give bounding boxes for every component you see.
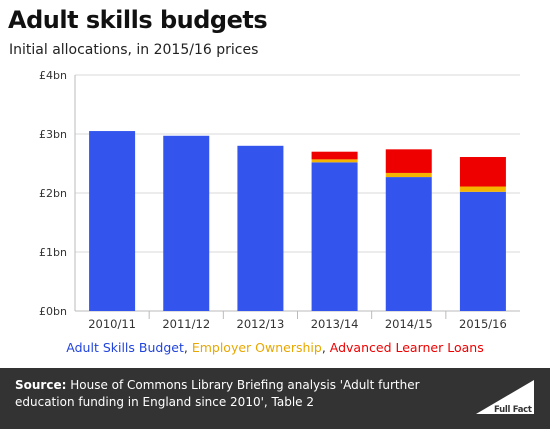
y-tick-label: £2bn bbox=[39, 187, 67, 200]
y-tick-label: £4bn bbox=[39, 69, 67, 82]
chart-subtitle: Initial allocations, in 2015/16 prices bbox=[9, 42, 259, 58]
bar-employer-ownership bbox=[311, 159, 358, 163]
bar-advanced-learner-loans bbox=[311, 151, 358, 160]
bar-adult-skills-budget bbox=[237, 145, 284, 311]
legend-separator: , bbox=[183, 340, 192, 355]
source-note: Source: House of Commons Library Briefin… bbox=[15, 377, 455, 411]
x-tick-label: 2013/14 bbox=[311, 317, 359, 331]
bar-advanced-learner-loans bbox=[459, 157, 506, 187]
bars bbox=[89, 131, 506, 311]
chart-title: Adult skills budgets bbox=[8, 6, 268, 34]
source-label: Source: bbox=[15, 378, 67, 392]
full-fact-logo: Full Fact bbox=[476, 380, 534, 415]
gridlines bbox=[75, 74, 520, 253]
y-tick-label: £1bn bbox=[39, 246, 67, 259]
bar-adult-skills-budget bbox=[311, 162, 358, 311]
y-tick-label: £0bn bbox=[39, 305, 67, 318]
logo-triangle-icon bbox=[476, 380, 534, 414]
legend-item-adult-skills-budget: Adult Skills Budget bbox=[66, 340, 184, 355]
x-tick-label: 2014/15 bbox=[385, 317, 433, 331]
tick-labels: £0bn £1bn £2bn £3bn £4bn 2010/11 2011/12 2012/1… bbox=[39, 69, 507, 331]
x-tick-label: 2012/13 bbox=[237, 317, 285, 331]
bar-advanced-learner-loans bbox=[385, 149, 432, 173]
bar-adult-skills-budget bbox=[163, 135, 210, 311]
axes bbox=[74, 75, 520, 319]
bar-employer-ownership bbox=[459, 186, 506, 192]
logo-text: Full Fact bbox=[494, 405, 532, 415]
bar-adult-skills-budget bbox=[459, 191, 506, 311]
bar-adult-skills-budget bbox=[89, 131, 136, 311]
bar-chart: £0bn £1bn £2bn £3bn £4bn 2010/11 2011/12 2012/1… bbox=[39, 69, 520, 331]
y-tick-label: £3bn bbox=[39, 128, 67, 141]
legend-item-advanced-learner-loans: Advanced Learner Loans bbox=[329, 340, 484, 355]
footer-bar: Source: House of Commons Library Briefin… bbox=[0, 368, 550, 429]
legend-separator: , bbox=[321, 340, 330, 355]
legend-item-employer-ownership: Employer Ownership bbox=[191, 340, 322, 355]
legend: Adult Skills Budget, Employer Ownership,… bbox=[0, 340, 550, 355]
x-tick-label: 2015/16 bbox=[459, 317, 507, 331]
bar-employer-ownership bbox=[385, 172, 432, 178]
source-text: House of Commons Library Briefing analys… bbox=[15, 378, 420, 409]
bar-adult-skills-budget bbox=[385, 177, 432, 311]
x-tick-label: 2011/12 bbox=[162, 317, 210, 331]
x-tick-label: 2010/11 bbox=[88, 317, 136, 331]
